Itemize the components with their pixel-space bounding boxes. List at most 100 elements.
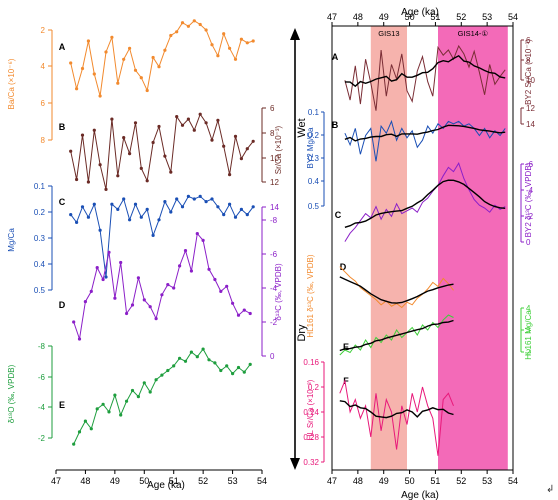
left-series-point	[207, 267, 211, 271]
left-series-line	[70, 20, 254, 97]
left-series-point	[166, 368, 170, 373]
left-series-point	[107, 250, 111, 254]
right-trend-line	[344, 124, 506, 142]
left-series-point	[110, 117, 114, 121]
right-x-tick-label-top: 52	[456, 12, 466, 22]
left-x-tick-label: 51	[169, 476, 179, 486]
right-panel: Age (ka) Age (ka) GIS13 GIS14-①4747484849…	[303, 7, 535, 500]
right-trend-line	[339, 400, 454, 419]
right-x-tick-label-top: 51	[430, 12, 440, 22]
left-series-point	[139, 76, 143, 80]
right-x-tick-label-bottom: 52	[456, 476, 466, 486]
left-y-axis-label: δ¹⁸O (‰, VPDB)	[7, 364, 16, 423]
left-series-point	[236, 365, 241, 370]
left-series-point	[80, 205, 85, 209]
left-series-point	[110, 202, 114, 206]
left-y-tick-label: 0	[270, 352, 275, 361]
left-series-point	[175, 115, 179, 119]
right-x-tick-label-top: 54	[508, 12, 518, 22]
right-y-tick-label: 0.1	[308, 108, 320, 117]
left-series-point	[128, 46, 132, 50]
left-series-point	[222, 144, 226, 148]
left-x-tick-label: 52	[198, 476, 208, 486]
right-y-tick-label: -4	[526, 186, 534, 195]
left-series-point	[125, 399, 129, 403]
right-y-tick-label: 0.4	[308, 177, 320, 186]
left-panel-e: -8 -6 -4 -2 δ¹⁸O (‰, VPDB) E	[7, 342, 252, 446]
left-series-point	[201, 238, 205, 242]
right-panel-letter: E	[343, 342, 349, 352]
event-band	[438, 26, 508, 470]
left-series-point	[104, 275, 108, 279]
right-y-tick-label: 6	[526, 36, 531, 45]
left-series-point	[248, 311, 252, 316]
left-panel-b: 6 8 10 12 Sr/Ca (×10⁻³) B	[59, 104, 283, 191]
left-series-point	[201, 347, 205, 351]
left-y-tick-label: 8	[270, 129, 275, 138]
right-y-tick-label: -6	[526, 160, 534, 169]
right-y-axis-label: BY2 Sr/Ca (×10⁻³)	[524, 39, 533, 105]
left-series-point	[128, 152, 132, 156]
left-series-point	[116, 81, 120, 85]
left-y-tick-label: -4	[38, 403, 46, 412]
event-band	[370, 26, 407, 470]
left-series-point	[198, 194, 202, 198]
left-series-point	[133, 121, 138, 125]
left-series-point	[77, 430, 82, 434]
left-y-tick-label: -2	[38, 434, 46, 443]
left-series-point	[213, 277, 217, 282]
right-x-tick-label-top: 53	[482, 12, 492, 22]
left-series-point	[180, 21, 185, 25]
right-x-tick-label-top: 50	[405, 12, 415, 22]
left-x-tick-label: 48	[80, 476, 90, 486]
left-series-point	[75, 87, 79, 91]
left-series-point	[213, 361, 217, 365]
left-series-point	[216, 54, 220, 58]
left-series-point	[245, 41, 249, 45]
right-y-tick-label: 10	[526, 76, 535, 85]
right-y-tick-label: 2	[526, 348, 531, 357]
left-series-point	[154, 378, 158, 382]
dry-label: Dry	[296, 324, 308, 342]
left-series-point	[163, 48, 167, 52]
right-y-tick-label: 0.2	[308, 383, 320, 392]
left-series-point	[178, 356, 182, 360]
left-series-point	[151, 233, 155, 237]
left-series-point	[225, 364, 229, 368]
right-x-tick-label-top: 48	[353, 12, 363, 22]
left-panel-letter: B	[59, 122, 66, 132]
left-y-tick-label: -6	[270, 250, 278, 259]
left-series-point	[133, 202, 138, 206]
right-trend-line	[339, 319, 454, 352]
right-panel-d: HL161 δ¹³C (‰, VPDB) D	[306, 254, 454, 338]
right-panel-letter: F	[343, 376, 349, 386]
right-x-tick-label-bottom: 48	[353, 476, 363, 486]
left-series-point	[145, 207, 149, 211]
left-series-point	[180, 205, 185, 209]
left-series-point	[92, 128, 96, 132]
left-series-point	[160, 373, 164, 377]
left-series-point	[139, 215, 143, 219]
left-series-point	[228, 173, 232, 177]
arrow-head-down-icon	[290, 458, 300, 470]
left-series-point	[192, 19, 196, 23]
left-series-point	[119, 413, 123, 417]
left-y-tick-label: 10	[270, 154, 279, 163]
left-series-point	[130, 388, 135, 393]
left-series-point	[142, 298, 146, 302]
left-series-point	[180, 123, 185, 127]
left-panel-c: 0.1 0.2 0.3 0.4 0.5 Mg/Ca C	[7, 182, 255, 295]
right-y-axis-label: HL161 δ¹³C (‰, VPDB)	[306, 254, 315, 337]
left-series-point	[183, 359, 188, 363]
left-series-point	[98, 163, 102, 167]
right-x-tick-label-bottom: 47	[327, 476, 337, 486]
left-series-point	[86, 215, 90, 219]
left-y-tick-label: 12	[270, 178, 279, 187]
left-series-point	[83, 300, 87, 304]
left-series-point	[110, 35, 114, 39]
left-series-point	[219, 368, 223, 373]
left-series-point	[98, 94, 102, 98]
left-series-point	[210, 138, 214, 142]
